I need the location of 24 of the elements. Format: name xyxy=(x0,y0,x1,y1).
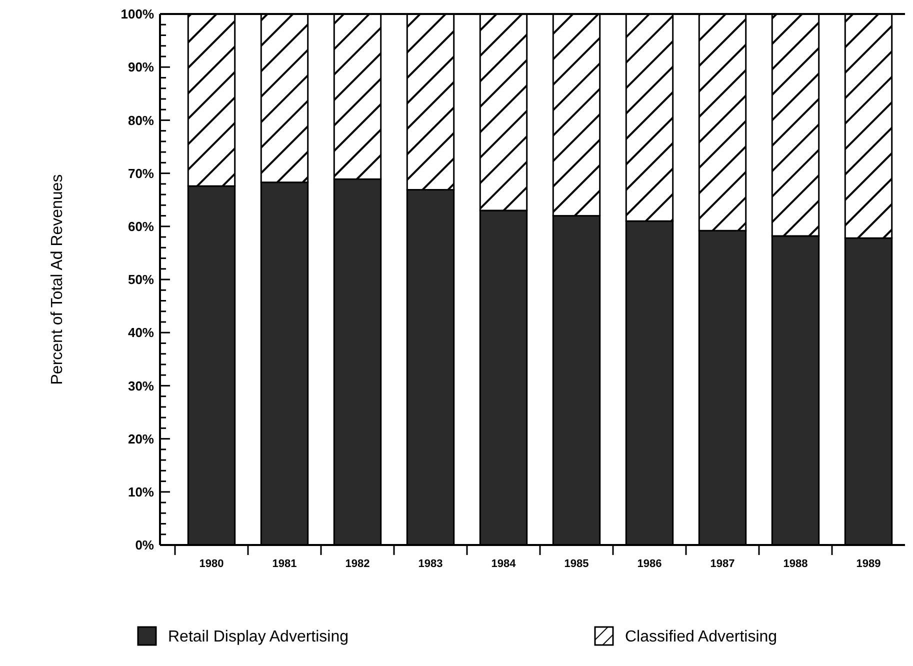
x-tick-label: 1985 xyxy=(564,558,589,570)
y-tick-label: 80% xyxy=(128,112,154,128)
x-tick-label: 1989 xyxy=(856,558,881,570)
y-tick-label: 30% xyxy=(128,378,154,394)
y-tick-label: 100% xyxy=(120,6,154,22)
y-tick-label: 0% xyxy=(135,538,154,553)
legend-label: Classified Advertising xyxy=(625,628,778,646)
x-tick-label: 1980 xyxy=(199,558,224,570)
y-axis-title: Percent of Total Ad Revenues xyxy=(49,174,66,385)
x-tick-label: 1981 xyxy=(272,558,297,570)
x-tick-label: 1987 xyxy=(710,558,735,570)
x-tick-label: 1986 xyxy=(637,558,662,570)
y-tick-label: 90% xyxy=(128,60,154,75)
x-tick-label: 1988 xyxy=(783,558,808,570)
legend-label: Retail Display Advertising xyxy=(168,628,349,646)
y-tick-label: 40% xyxy=(128,325,154,340)
x-tick-label: 1983 xyxy=(418,558,443,570)
y-tick-label: 20% xyxy=(128,431,154,446)
y-tick-label: 50% xyxy=(128,272,154,288)
y-tick-label: 10% xyxy=(128,484,154,500)
y-tick-label: 60% xyxy=(128,218,154,234)
x-tick-label: 1984 xyxy=(491,558,517,570)
x-tick-label: 1982 xyxy=(345,558,370,570)
y-tick-label: 70% xyxy=(128,166,154,181)
